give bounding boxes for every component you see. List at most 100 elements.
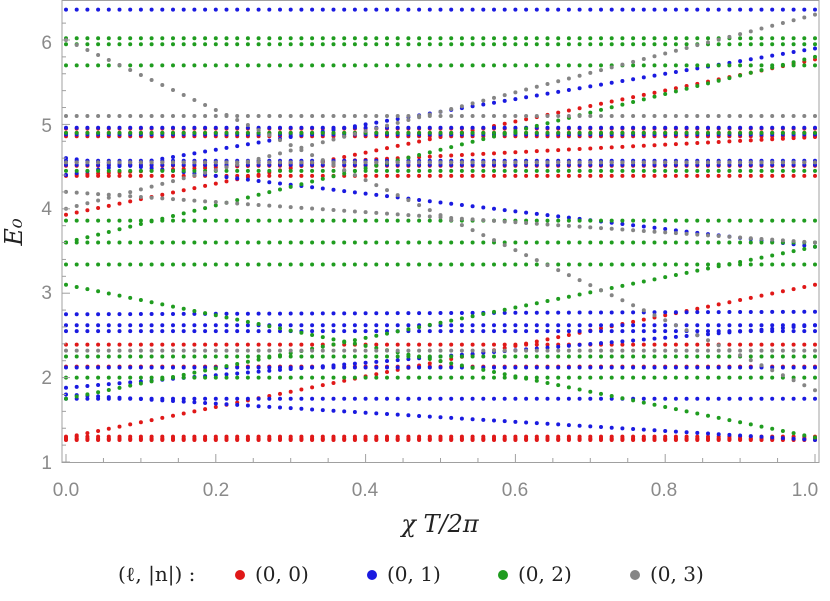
data-point-3 [652,54,657,59]
data-point-1 [320,396,325,401]
data-point-2 [160,36,165,41]
data-point-1 [171,7,175,12]
data-point-3 [331,208,336,213]
data-point-1 [684,365,689,370]
data-point-2 [138,240,143,245]
data-point-0 [791,173,796,178]
data-point-1 [267,125,272,130]
data-point-2 [256,240,261,245]
data-point-1 [385,311,389,316]
data-point-2 [673,168,678,173]
data-point-3 [566,273,571,278]
data-point-2 [780,62,785,67]
data-point-0 [706,140,710,145]
data-point-3 [149,348,154,353]
data-point-0 [449,173,454,178]
data-point-1 [288,7,293,12]
data-point-2 [299,42,304,47]
data-point-2 [171,304,175,309]
data-point-0 [138,342,143,347]
data-point-3 [96,160,101,165]
data-point-2 [352,375,357,380]
data-point-3 [545,82,550,87]
data-point-2 [599,63,603,68]
data-point-2 [513,42,518,47]
data-point-0 [417,438,422,443]
data-point-2 [331,262,336,267]
data-point-1 [663,323,668,328]
data-point-3 [759,348,764,353]
data-point-0 [620,97,625,102]
data-point-1 [738,396,743,401]
data-point-2 [802,262,807,267]
data-point-2 [695,218,700,223]
data-point-1 [534,310,539,315]
data-point-1 [556,7,561,12]
data-point-3 [96,198,101,203]
data-point-1 [106,382,111,387]
data-point-2 [524,354,529,359]
data-point-1 [181,153,186,158]
legend-marker-0-2 [498,570,508,580]
data-point-2 [727,240,732,245]
data-point-0 [599,438,603,443]
data-point-2 [267,240,272,245]
data-point-2 [245,195,250,200]
data-point-0 [395,143,400,148]
data-point-3 [813,12,817,17]
data-point-2 [770,65,775,70]
data-point-1 [267,396,272,401]
data-point-1 [673,329,678,334]
data-point-2 [128,375,133,380]
data-point-2 [599,130,603,135]
data-point-3 [481,160,486,165]
data-point-0 [716,139,721,144]
data-point-2 [385,130,389,135]
data-point-1 [256,178,261,183]
data-point-2 [748,354,753,359]
data-point-1 [64,125,68,130]
data-point-0 [588,146,593,151]
data-point-1 [588,342,593,347]
data-point-3 [299,160,304,165]
data-point-1 [267,7,272,12]
data-point-3 [684,348,689,353]
data-point-2 [556,375,561,380]
data-point-2 [192,262,197,267]
data-point-1 [791,365,796,370]
data-point-0 [245,438,250,443]
data-point-2 [588,110,593,115]
data-point-1 [385,365,389,370]
data-point-1 [673,334,678,339]
data-point-2 [641,240,646,245]
data-point-2 [213,366,218,371]
data-point-2 [213,262,218,267]
data-point-0 [748,295,753,300]
data-point-2 [342,130,347,135]
data-point-2 [770,253,775,258]
data-point-0 [149,342,154,347]
data-point-2 [609,262,614,267]
data-point-0 [748,342,753,347]
y-tick-label: 2 [41,368,52,389]
data-point-3 [256,348,261,353]
data-point-2 [706,354,710,359]
data-point-1 [310,125,315,130]
data-point-2 [352,63,357,68]
data-point-2 [545,121,550,126]
data-point-1 [727,323,732,328]
data-point-3 [513,248,518,253]
data-point-0 [427,361,432,366]
data-point-2 [641,42,646,47]
data-point-1 [278,181,282,186]
data-point-1 [813,309,817,314]
data-point-3 [641,57,646,62]
data-point-1 [74,384,79,389]
data-point-2 [310,130,315,135]
data-point-2 [556,36,561,41]
data-point-3 [802,383,807,388]
data-point-1 [224,323,229,328]
data-point-2 [128,130,133,135]
data-point-1 [149,323,154,328]
